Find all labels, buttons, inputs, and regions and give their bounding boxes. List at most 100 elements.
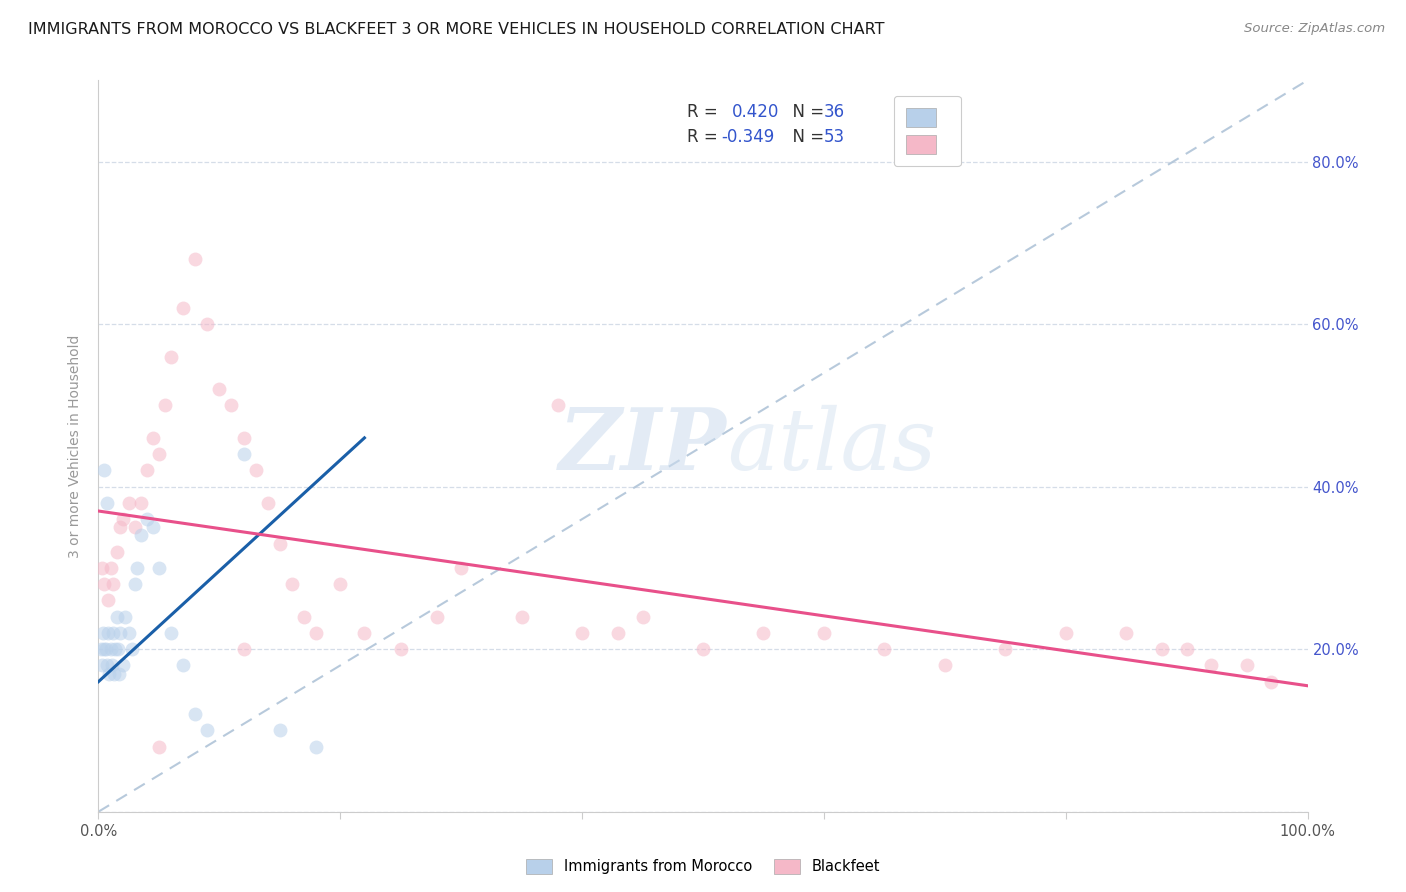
Point xyxy=(1260,674,1282,689)
Point xyxy=(129,496,152,510)
Point xyxy=(1152,642,1174,657)
Text: atlas: atlas xyxy=(727,405,936,487)
Point xyxy=(813,626,835,640)
Point xyxy=(153,398,176,412)
Point xyxy=(172,301,194,315)
Point xyxy=(103,666,125,681)
Point xyxy=(389,642,412,657)
Point xyxy=(232,447,254,461)
Point xyxy=(124,520,146,534)
Point xyxy=(96,496,118,510)
Point xyxy=(142,431,165,445)
Point xyxy=(450,561,472,575)
Text: 53: 53 xyxy=(824,128,845,145)
Point xyxy=(1236,658,1258,673)
Point xyxy=(292,609,315,624)
Point xyxy=(96,658,118,673)
Point xyxy=(1115,626,1137,640)
Point xyxy=(107,642,129,657)
Legend: , : , xyxy=(894,96,960,166)
Point xyxy=(934,658,956,673)
Point xyxy=(232,431,254,445)
Point xyxy=(1175,642,1198,657)
Point xyxy=(305,739,328,754)
Text: 0.420: 0.420 xyxy=(733,103,779,120)
Point xyxy=(93,577,115,591)
Point xyxy=(510,609,533,624)
Text: Source: ZipAtlas.com: Source: ZipAtlas.com xyxy=(1244,22,1385,36)
Point xyxy=(124,577,146,591)
Point xyxy=(184,252,207,266)
Point xyxy=(91,561,114,575)
Point xyxy=(873,642,896,657)
Text: R =: R = xyxy=(688,128,723,145)
Point xyxy=(105,544,128,558)
Point xyxy=(135,463,157,477)
Point xyxy=(547,398,569,412)
Point xyxy=(118,496,141,510)
Text: -0.349: -0.349 xyxy=(721,128,775,145)
Point xyxy=(93,642,115,657)
Point xyxy=(160,350,183,364)
Text: R =: R = xyxy=(688,103,728,120)
Point xyxy=(208,382,231,396)
Point xyxy=(93,463,115,477)
Point xyxy=(105,609,128,624)
Point xyxy=(100,561,122,575)
Point xyxy=(97,626,120,640)
Point xyxy=(994,642,1017,657)
Point xyxy=(195,723,218,738)
Point xyxy=(232,642,254,657)
Text: N =: N = xyxy=(782,128,830,145)
Point xyxy=(97,593,120,607)
Point xyxy=(1054,626,1077,640)
Point xyxy=(100,658,122,673)
Point xyxy=(90,642,112,657)
Point xyxy=(269,536,291,550)
Point xyxy=(91,658,114,673)
Y-axis label: 3 or more Vehicles in Household: 3 or more Vehicles in Household xyxy=(69,334,83,558)
Point xyxy=(148,739,170,754)
Point xyxy=(172,658,194,673)
Point xyxy=(108,626,131,640)
Text: IMMIGRANTS FROM MOROCCO VS BLACKFEET 3 OR MORE VEHICLES IN HOUSEHOLD CORRELATION: IMMIGRANTS FROM MOROCCO VS BLACKFEET 3 O… xyxy=(28,22,884,37)
Point xyxy=(148,561,170,575)
Point xyxy=(221,398,243,412)
Point xyxy=(353,626,375,640)
Point xyxy=(121,642,143,657)
Text: 36: 36 xyxy=(824,103,845,120)
Point xyxy=(752,626,775,640)
Point xyxy=(195,317,218,331)
Point xyxy=(329,577,352,591)
Point xyxy=(148,447,170,461)
Point xyxy=(135,512,157,526)
Point xyxy=(571,626,593,640)
Point xyxy=(631,609,654,624)
Point xyxy=(127,561,149,575)
Point xyxy=(184,707,207,722)
Point xyxy=(426,609,449,624)
Point xyxy=(111,658,134,673)
Point xyxy=(256,496,278,510)
Point xyxy=(160,626,183,640)
Point xyxy=(101,577,124,591)
Point xyxy=(114,609,136,624)
Point xyxy=(104,642,127,657)
Point xyxy=(101,626,124,640)
Point xyxy=(94,642,117,657)
Point xyxy=(100,642,122,657)
Point xyxy=(245,463,267,477)
Point xyxy=(91,626,114,640)
Point xyxy=(692,642,714,657)
Point xyxy=(108,666,131,681)
Point xyxy=(142,520,165,534)
Legend: Immigrants from Morocco, Blackfeet: Immigrants from Morocco, Blackfeet xyxy=(520,853,886,880)
Text: ZIP: ZIP xyxy=(560,404,727,488)
Point xyxy=(111,512,134,526)
Point xyxy=(129,528,152,542)
Point xyxy=(305,626,328,640)
Point xyxy=(607,626,630,640)
Point xyxy=(98,666,121,681)
Text: N =: N = xyxy=(782,103,830,120)
Point xyxy=(281,577,304,591)
